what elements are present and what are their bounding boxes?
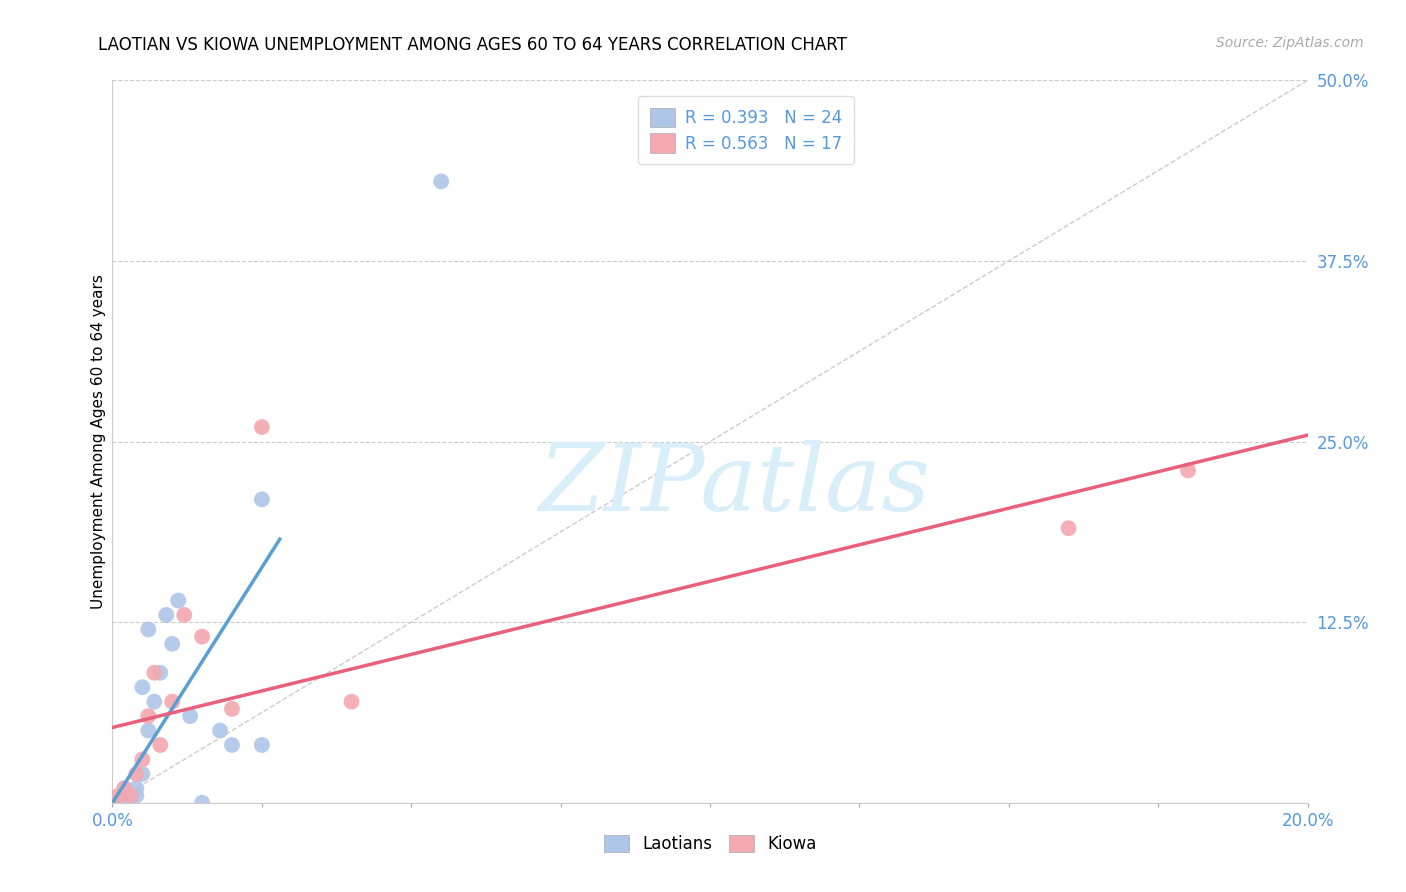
Point — [1057, 521, 1080, 535]
Legend: Laotians, Kiowa: Laotians, Kiowa — [598, 828, 823, 860]
Point — [125, 767, 148, 781]
Point — [114, 781, 135, 796]
Point — [143, 665, 166, 680]
Point — [1177, 463, 1199, 477]
Point — [221, 702, 243, 716]
Point — [107, 796, 129, 810]
Point — [340, 695, 363, 709]
Point — [101, 796, 124, 810]
Point — [131, 752, 153, 766]
Point — [138, 723, 160, 738]
Point — [125, 781, 148, 796]
Point — [155, 607, 177, 622]
Point — [131, 680, 153, 694]
Text: ZIPatlas: ZIPatlas — [538, 440, 929, 530]
Point — [191, 630, 214, 644]
Point — [149, 738, 172, 752]
Point — [191, 796, 214, 810]
Point — [138, 709, 160, 723]
Point — [114, 789, 135, 803]
Point — [162, 637, 183, 651]
Point — [173, 607, 195, 622]
Point — [101, 796, 124, 810]
Point — [250, 420, 273, 434]
Point — [131, 767, 153, 781]
Point — [162, 695, 183, 709]
Point — [179, 709, 201, 723]
Point — [430, 174, 453, 188]
Point — [167, 593, 190, 607]
Point — [221, 738, 243, 752]
Point — [143, 695, 166, 709]
Point — [250, 492, 273, 507]
Text: Source: ZipAtlas.com: Source: ZipAtlas.com — [1216, 36, 1364, 50]
Point — [125, 789, 148, 803]
Point — [149, 665, 172, 680]
Point — [120, 796, 142, 810]
Point — [138, 623, 160, 637]
Point — [209, 723, 232, 738]
Point — [120, 789, 142, 803]
Point — [107, 789, 129, 803]
Text: LAOTIAN VS KIOWA UNEMPLOYMENT AMONG AGES 60 TO 64 YEARS CORRELATION CHART: LAOTIAN VS KIOWA UNEMPLOYMENT AMONG AGES… — [98, 36, 848, 54]
Point — [114, 781, 135, 796]
Point — [250, 738, 273, 752]
Point — [120, 789, 142, 803]
Y-axis label: Unemployment Among Ages 60 to 64 years: Unemployment Among Ages 60 to 64 years — [91, 274, 105, 609]
